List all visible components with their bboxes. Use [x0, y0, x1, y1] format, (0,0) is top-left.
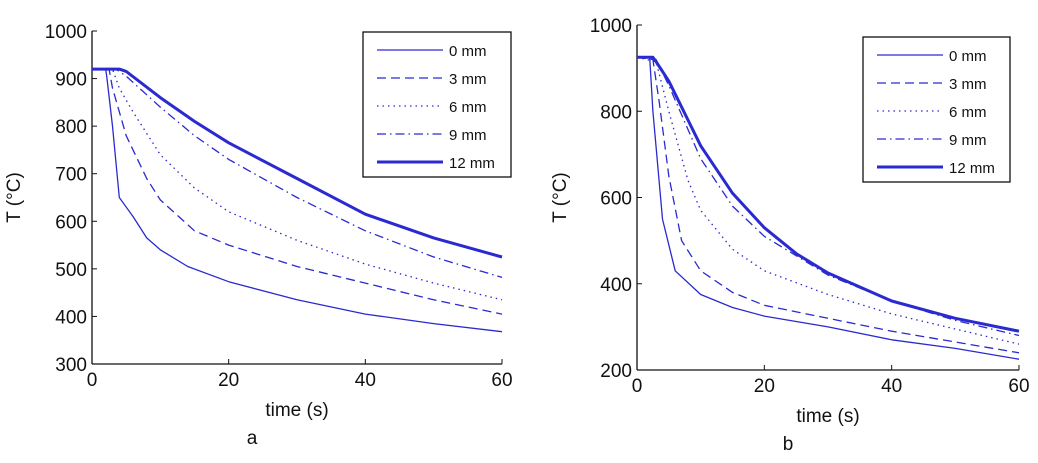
x-tick-label: 40	[355, 370, 376, 391]
legend-box	[862, 36, 1011, 183]
y-tick-label: 300	[55, 355, 87, 376]
series-line-0mm	[637, 56, 1020, 360]
x-tick-label: 0	[632, 376, 643, 397]
series-line-0mm	[92, 68, 503, 333]
legend-label: 3 mm	[949, 76, 987, 93]
series-line-12mm	[92, 67, 503, 259]
y-tick-label: 200	[600, 361, 632, 382]
x-axis-label: time (s)	[796, 406, 859, 427]
legend-label: 3 mm	[449, 71, 487, 88]
x-tick-label: 40	[881, 376, 902, 397]
y-tick-label: 1000	[590, 16, 632, 37]
y-axis-label: T (°C)	[4, 172, 25, 223]
y-tick-label: 800	[600, 102, 632, 123]
y-tick-label: 600	[55, 212, 87, 233]
y-tick-label: 900	[55, 70, 87, 91]
legend: 0 mm 3 mm 6 mm 9 mm 12 mm	[862, 36, 1011, 183]
legend-label: 0 mm	[949, 48, 987, 65]
series-line-9mm	[92, 68, 503, 279]
x-tick-label: 0	[87, 370, 98, 391]
series-line-3mm	[92, 68, 503, 315]
legend: 0 mm 3 mm 6 mm 9 mm 12 mm	[362, 31, 512, 178]
x-tick-label: 20	[754, 376, 775, 397]
x-tick-label: 60	[1008, 376, 1029, 397]
y-tick-label: 400	[55, 307, 87, 328]
x-axis-label: time (s)	[265, 400, 328, 421]
subplot-b: 0 20 40 60 200 400 600 800 1000 time (s) T (°C) b 0 …	[550, 16, 1030, 455]
x-tick-label: 20	[218, 370, 239, 391]
series-line-9mm	[636, 56, 1020, 337]
y-tick-label: 500	[55, 260, 87, 281]
y-tick-label: 700	[55, 165, 87, 186]
legend-label: 0 mm	[449, 43, 487, 60]
subplot-a: 0 20 40 60 300 400 500 600 700 800 900 1000 time (s)…	[4, 22, 513, 449]
y-axis-label: T (°C)	[550, 172, 571, 223]
legend-label: 6 mm	[949, 104, 987, 121]
series-line-3mm	[636, 56, 1020, 354]
x-tick-label: 60	[491, 370, 512, 391]
series-line-12mm	[637, 55, 1020, 333]
y-tick-label: 400	[600, 275, 632, 296]
legend-label: 12 mm	[449, 155, 495, 172]
y-tick-label: 600	[600, 189, 632, 210]
legend-label: 6 mm	[449, 99, 487, 116]
panel-label: b	[783, 434, 794, 455]
legend-box	[362, 31, 512, 178]
legend-label: 9 mm	[949, 132, 987, 149]
y-tick-label: 800	[55, 117, 87, 138]
legend-label: 9 mm	[449, 127, 487, 144]
series-line-6mm	[92, 68, 503, 301]
legend-label: 12 mm	[949, 160, 995, 177]
panel-label: a	[247, 428, 258, 449]
y-tick-label: 1000	[45, 22, 87, 43]
